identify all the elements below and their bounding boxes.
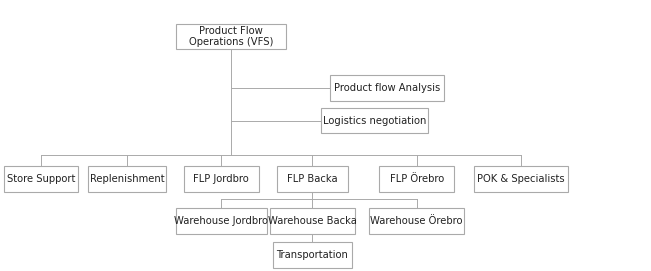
Text: Warehouse Backa: Warehouse Backa bbox=[268, 216, 357, 226]
FancyBboxPatch shape bbox=[3, 166, 78, 192]
Text: Product flow Analysis: Product flow Analysis bbox=[334, 83, 441, 93]
Text: Warehouse Jordbro: Warehouse Jordbro bbox=[174, 216, 268, 226]
Text: Transportation: Transportation bbox=[277, 250, 348, 260]
FancyBboxPatch shape bbox=[330, 75, 444, 101]
Text: Logistics negotiation: Logistics negotiation bbox=[323, 116, 426, 125]
FancyBboxPatch shape bbox=[379, 166, 454, 192]
Text: FLP Örebro: FLP Örebro bbox=[389, 174, 444, 184]
FancyBboxPatch shape bbox=[474, 166, 568, 192]
FancyBboxPatch shape bbox=[320, 108, 428, 133]
Text: FLP Backa: FLP Backa bbox=[287, 174, 338, 184]
Text: FLP Jordbro: FLP Jordbro bbox=[193, 174, 249, 184]
Text: Product Flow
Operations (VFS): Product Flow Operations (VFS) bbox=[189, 26, 273, 47]
Text: Store Support: Store Support bbox=[7, 174, 76, 184]
Text: Replenishment: Replenishment bbox=[90, 174, 164, 184]
Text: Warehouse Örebro: Warehouse Örebro bbox=[370, 216, 463, 226]
FancyBboxPatch shape bbox=[184, 166, 259, 192]
FancyBboxPatch shape bbox=[270, 208, 355, 234]
FancyBboxPatch shape bbox=[176, 208, 267, 234]
FancyBboxPatch shape bbox=[88, 166, 166, 192]
FancyBboxPatch shape bbox=[370, 208, 464, 234]
FancyBboxPatch shape bbox=[176, 24, 286, 50]
FancyBboxPatch shape bbox=[273, 242, 352, 268]
Text: POK & Specialists: POK & Specialists bbox=[477, 174, 564, 184]
FancyBboxPatch shape bbox=[277, 166, 348, 192]
